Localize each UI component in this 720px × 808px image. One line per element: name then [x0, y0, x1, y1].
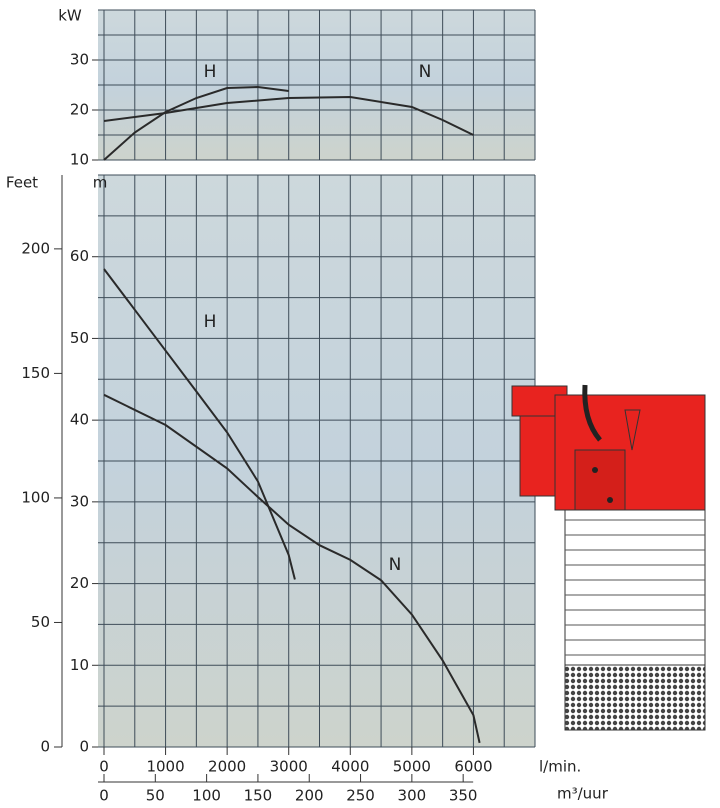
- x2-tick-label: 0: [99, 787, 109, 805]
- y-tick-label: 50: [70, 329, 89, 347]
- pump-illustration: [512, 385, 705, 730]
- y2-tick-label: 0: [40, 738, 50, 756]
- x-tick-label: 5000: [393, 758, 431, 776]
- x-tick-label: 3000: [270, 758, 308, 776]
- y2-tick-label: 150: [21, 364, 50, 382]
- x2-tick-label: 100: [192, 787, 221, 805]
- x-axis-label: l/min.: [539, 758, 581, 776]
- y2-axis-label: Feet: [6, 174, 38, 192]
- pump-curve-chart: 10 20 30 kW H N 0 10 20 30 40 50 60 m 0 50 100 150 200 Feet…: [0, 0, 720, 808]
- curve-label: N: [419, 62, 432, 82]
- y-tick-label: 40: [70, 411, 89, 429]
- x-tick-label: 0: [99, 758, 109, 776]
- y-tick-label: 30: [70, 492, 89, 510]
- x2-tick-label: 200: [295, 787, 324, 805]
- x-tick-label: 4000: [331, 758, 369, 776]
- x2-axis-label: m³/uur: [557, 785, 609, 803]
- y-axis-label: kW: [58, 7, 82, 25]
- y2-tick-label: 200: [21, 239, 50, 257]
- x2-tick-label: 300: [398, 787, 427, 805]
- y2-tick-label: 100: [21, 488, 50, 506]
- y-tick-label: 30: [70, 51, 89, 69]
- x-tick-label: 6000: [454, 758, 492, 776]
- y-tick-label: 60: [70, 247, 89, 265]
- y-tick-label: 10: [70, 151, 89, 169]
- x-tick-label: 1000: [146, 758, 184, 776]
- y2-tick-label: 50: [31, 613, 50, 631]
- x-tick-label: 2000: [208, 758, 246, 776]
- curve-label: N: [389, 555, 402, 575]
- curve-label: H: [204, 62, 217, 82]
- y-tick-label: 10: [70, 656, 89, 674]
- y-tick-label: 20: [70, 574, 89, 592]
- curve-label: H: [204, 312, 217, 332]
- x2-tick-label: 250: [346, 787, 375, 805]
- x2-tick-label: 350: [449, 787, 478, 805]
- y-tick-label: 0: [79, 738, 89, 756]
- x2-tick-label: 150: [244, 787, 273, 805]
- x2-tick-label: 50: [146, 787, 165, 805]
- y-tick-label: 20: [70, 101, 89, 119]
- y-axis-label: m: [93, 174, 108, 192]
